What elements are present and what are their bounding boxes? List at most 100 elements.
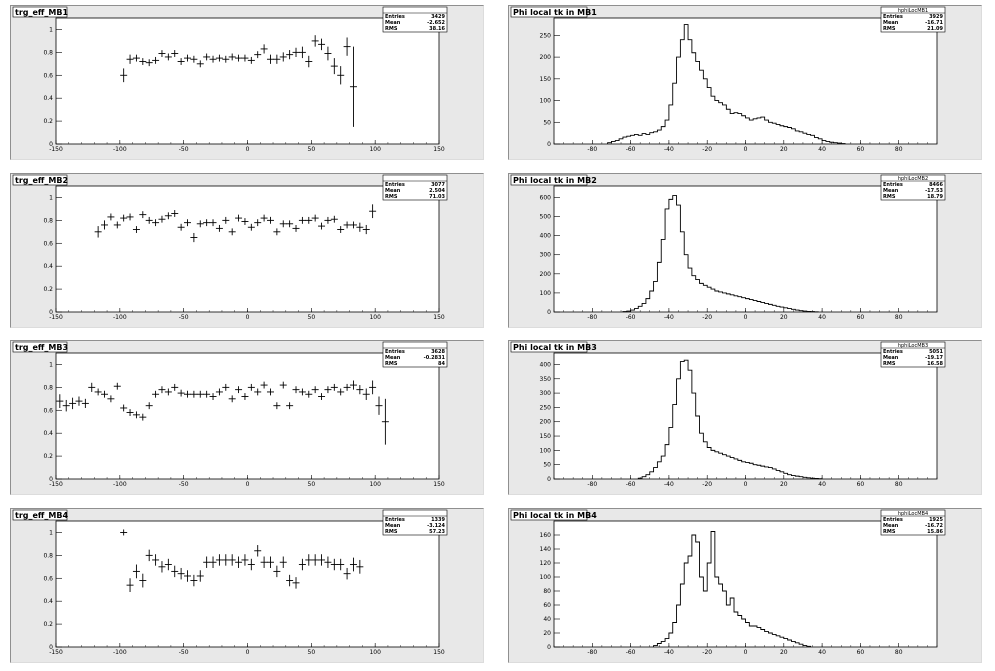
y-tick-label: 0.4 bbox=[43, 263, 53, 270]
data-point bbox=[260, 381, 268, 389]
x-tick-label: 0 bbox=[246, 649, 250, 656]
data-point bbox=[81, 398, 89, 408]
data-point bbox=[260, 214, 268, 222]
y-tick-label: 100 bbox=[540, 98, 552, 105]
data-point bbox=[177, 58, 185, 65]
data-point bbox=[152, 56, 160, 64]
data-point bbox=[247, 56, 255, 64]
x-tick-label: 40 bbox=[818, 649, 826, 656]
chart-title: Phi local tk in MB3 bbox=[513, 343, 597, 352]
stats-mean-value: -3.124 bbox=[427, 523, 445, 529]
stats-entries-label: Entries bbox=[385, 14, 405, 20]
x-tick-label: -50 bbox=[179, 146, 189, 153]
data-point bbox=[171, 383, 179, 391]
x-tick-label: -150 bbox=[49, 314, 63, 321]
data-point bbox=[349, 557, 357, 572]
data-point bbox=[311, 35, 319, 47]
data-point bbox=[305, 390, 313, 398]
data-point bbox=[324, 46, 332, 61]
y-tick-label: 1 bbox=[49, 529, 53, 536]
chart-title: trg_eff_MB4 bbox=[15, 511, 68, 520]
data-point bbox=[164, 212, 172, 220]
x-tick-label: 150 bbox=[433, 146, 445, 153]
x-tick-label: -40 bbox=[664, 146, 674, 153]
y-tick-label: 0.6 bbox=[43, 575, 53, 582]
data-point bbox=[273, 565, 281, 578]
y-tick-label: 250 bbox=[540, 404, 552, 411]
data-point bbox=[356, 385, 364, 395]
data-point bbox=[120, 68, 128, 83]
y-tick-label: 100 bbox=[540, 574, 552, 581]
data-point bbox=[330, 215, 338, 223]
data-point bbox=[279, 556, 287, 568]
data-point bbox=[343, 221, 351, 229]
data-point bbox=[235, 54, 243, 62]
data-point bbox=[62, 399, 70, 412]
chart-title-box: trg_eff_MB1 bbox=[12, 6, 68, 18]
data-point bbox=[298, 216, 306, 224]
data-point bbox=[235, 386, 243, 394]
x-tick-label: 0 bbox=[744, 481, 748, 488]
chart-title: Phi local tk in MB1 bbox=[513, 8, 597, 17]
chart-title: Phi local tk in MB2 bbox=[513, 176, 597, 185]
data-point bbox=[190, 390, 198, 398]
data-point bbox=[305, 55, 313, 68]
x-tick-label: 60 bbox=[857, 649, 865, 656]
data-point bbox=[273, 54, 281, 64]
data-point bbox=[286, 220, 294, 228]
chart-svg-2: -80 -60 -40 -20 0 20 40 60 80 0 50 100 150 200 250 Phi … bbox=[510, 6, 946, 153]
data-point bbox=[286, 574, 294, 587]
y-tick-label: 0.6 bbox=[43, 72, 53, 79]
data-point bbox=[183, 570, 191, 582]
data-point bbox=[305, 216, 313, 224]
stats-mean-value: -2.652 bbox=[427, 20, 445, 26]
stats-mean-label: Mean bbox=[385, 523, 401, 529]
data-point bbox=[145, 59, 153, 67]
stats-mean-label: Mean bbox=[385, 355, 401, 361]
data-point bbox=[222, 55, 230, 63]
chart-title: trg_eff_MB3 bbox=[15, 343, 68, 352]
data-point bbox=[88, 382, 96, 392]
stats-rms-label: RMS bbox=[883, 194, 896, 200]
x-tick-label: 0 bbox=[744, 314, 748, 321]
data-point bbox=[132, 411, 140, 419]
data-point bbox=[337, 388, 345, 396]
x-tick-label: -20 bbox=[702, 146, 712, 153]
data-point bbox=[330, 558, 338, 571]
x-tick-label: 40 bbox=[818, 146, 826, 153]
x-tick-label: -50 bbox=[179, 314, 189, 321]
stats-rms-label: RMS bbox=[883, 361, 896, 367]
y-tick-label: 60 bbox=[543, 602, 551, 609]
data-point bbox=[152, 219, 160, 227]
y-tick-label: 0.2 bbox=[43, 621, 53, 628]
data-point bbox=[139, 413, 147, 421]
stats-box: Entries 3429 Mean -2.652 RMS 38.16 bbox=[382, 6, 448, 33]
data-point bbox=[318, 393, 326, 400]
data-point bbox=[324, 216, 332, 224]
data-point bbox=[222, 216, 230, 224]
stats-entries-label: Entries bbox=[883, 14, 903, 20]
data-point bbox=[164, 558, 172, 571]
x-tick-label: 20 bbox=[780, 481, 788, 488]
chart-pad-2: -80 -60 -40 -20 0 20 40 60 80 0 50 100 150 200 250 Phi … bbox=[508, 5, 982, 160]
x-tick-label: 0 bbox=[744, 146, 748, 153]
histogram-line bbox=[622, 195, 819, 313]
stats-mean-label: Mean bbox=[883, 20, 899, 26]
data-point bbox=[279, 220, 287, 228]
y-tick-label: 50 bbox=[543, 462, 551, 469]
x-tick-label: 20 bbox=[780, 649, 788, 656]
stats-rms-label: RMS bbox=[883, 26, 896, 32]
y-tick-label: 0.2 bbox=[43, 453, 53, 460]
x-tick-label: -20 bbox=[702, 314, 712, 321]
stats-rms-value: 15.86 bbox=[927, 529, 943, 535]
stats-name: hphiLocMB1 bbox=[898, 8, 928, 14]
x-tick-label: -80 bbox=[587, 314, 597, 321]
data-point bbox=[247, 558, 255, 571]
data-point bbox=[286, 402, 294, 410]
y-tick-label: 0 bbox=[49, 644, 53, 651]
data-point bbox=[337, 226, 345, 233]
chart-svg-6: -80 -60 -40 -20 0 20 40 60 80 0 50 100 150 200 250 300 3… bbox=[510, 341, 946, 488]
y-tick-label: 0 bbox=[547, 476, 551, 483]
stats-mean-label: Mean bbox=[385, 20, 401, 26]
